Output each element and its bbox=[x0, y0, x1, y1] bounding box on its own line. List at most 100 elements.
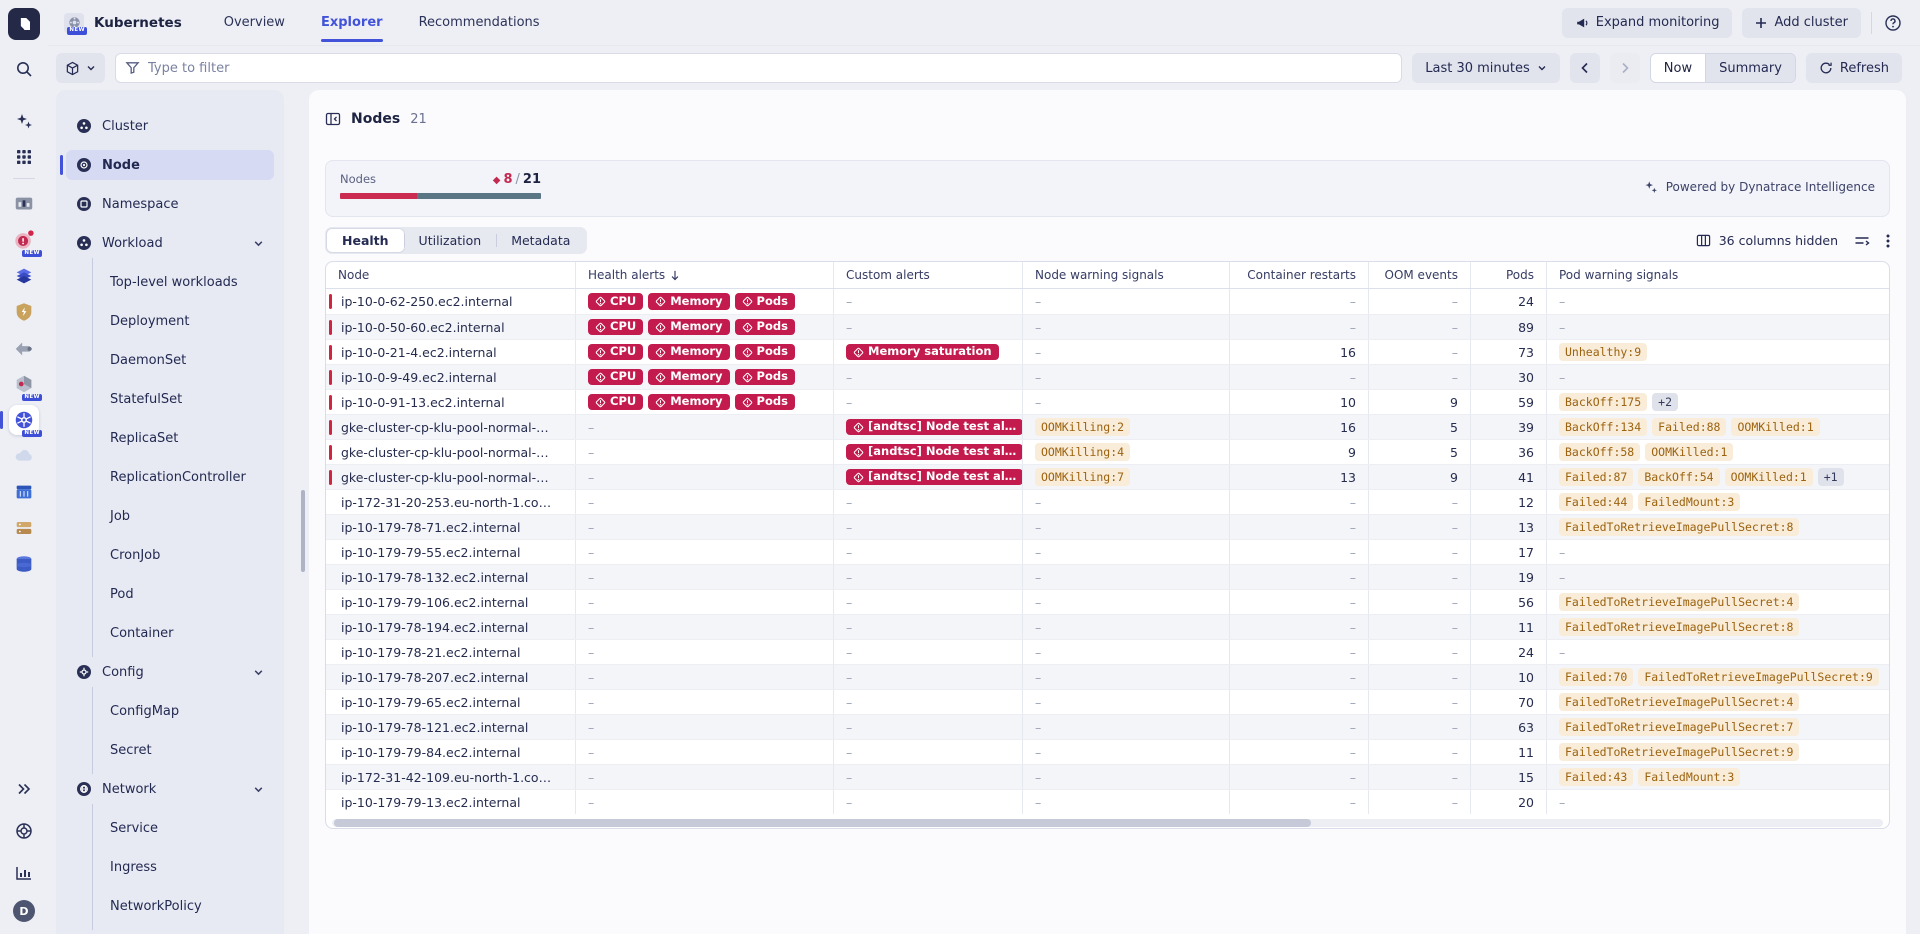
node-cell[interactable]: ip-10-179-79-65.ec2.internal bbox=[326, 690, 575, 714]
pod-warning-badge[interactable]: OOMKilled:1 bbox=[1724, 468, 1813, 486]
pod-warning-badge[interactable]: Unhealthy:9 bbox=[1559, 343, 1648, 361]
scrollbar-thumb[interactable] bbox=[334, 819, 1312, 827]
custom-alert-badge[interactable]: [andtsc] Node test al… bbox=[846, 418, 1022, 436]
search-icon[interactable] bbox=[8, 54, 40, 84]
health-alert-badge[interactable]: Memory bbox=[648, 393, 730, 411]
node-cell[interactable]: ip-10-179-79-106.ec2.internal bbox=[326, 590, 575, 614]
collapse-panel-icon[interactable] bbox=[325, 111, 341, 127]
node-cell[interactable]: ip-10-179-78-132.ec2.internal bbox=[326, 565, 575, 589]
node-cell[interactable]: ip-10-179-79-55.ec2.internal bbox=[326, 540, 575, 564]
app-icon-databases[interactable] bbox=[9, 549, 39, 579]
custom-alert-badge[interactable]: [andtsc] Node test al… bbox=[846, 468, 1022, 486]
node-cell[interactable]: ip-10-179-79-13.ec2.internal bbox=[326, 790, 575, 814]
sidebar-item-cronjob[interactable]: CronJob bbox=[66, 531, 274, 579]
column-header-pod-warning-signals[interactable]: Pod warning signals bbox=[1546, 262, 1889, 288]
sidebar-item-container[interactable]: Container bbox=[66, 609, 274, 657]
pod-warning-badge[interactable]: FailedToRetrieveImagePullSecret:9 bbox=[1559, 743, 1800, 761]
sidebar-item-workload[interactable]: Workload bbox=[66, 228, 274, 258]
column-header-oom-events[interactable]: OOM events bbox=[1368, 262, 1470, 288]
sidebar-item-configmap[interactable]: ConfigMap bbox=[66, 687, 274, 735]
dynatrace-logo[interactable] bbox=[8, 8, 40, 40]
pod-warning-badge[interactable]: Failed:70 bbox=[1559, 668, 1634, 686]
sidebar-item-namespace[interactable]: Namespace bbox=[66, 189, 274, 219]
timeframe-forward-button[interactable] bbox=[1609, 53, 1640, 83]
now-segment[interactable]: Now bbox=[1650, 54, 1706, 82]
app-icon-kubernetes[interactable]: NEW bbox=[0, 405, 42, 437]
table-row[interactable]: ip-10-0-91-13.ec2.internal CPU Memory Pods –… bbox=[326, 389, 1889, 414]
sidebar-item-networkpolicy[interactable]: NetworkPolicy bbox=[66, 882, 274, 930]
table-row[interactable]: ip-10-179-78-207.ec2.internal – – – – –10 Fail… bbox=[326, 664, 1889, 689]
app-icon-infrastructure[interactable] bbox=[9, 513, 39, 543]
custom-alert-badge[interactable]: [andtsc] Node test al… bbox=[846, 443, 1022, 461]
column-header-health-alerts[interactable]: Health alerts bbox=[575, 262, 833, 288]
app-icon-security[interactable] bbox=[9, 297, 39, 327]
sidebar-item-config[interactable]: Config bbox=[66, 657, 274, 687]
node-cell[interactable]: ip-10-179-78-21.ec2.internal bbox=[326, 640, 575, 664]
table-row[interactable]: ip-10-179-79-55.ec2.internal – – – – –17– bbox=[326, 539, 1889, 564]
column-header-container-restarts[interactable]: Container restarts bbox=[1229, 262, 1368, 288]
timeframe-back-button[interactable] bbox=[1569, 53, 1600, 83]
pod-warning-badge[interactable]: FailedMount:3 bbox=[1638, 493, 1741, 511]
pod-warning-badge[interactable]: FailedToRetrieveImagePullSecret:7 bbox=[1559, 718, 1800, 736]
node-cell[interactable]: gke-cluster-cp-klu-pool-normal-… bbox=[326, 415, 575, 439]
app-icon-clusters[interactable] bbox=[9, 261, 39, 291]
sidebar-item-network[interactable]: Network bbox=[66, 774, 274, 804]
app-icon-dashboards[interactable] bbox=[9, 189, 39, 219]
table-row[interactable]: ip-10-0-21-4.ec2.internal CPU Memory Pods Me… bbox=[326, 339, 1889, 364]
sidebar-item-job[interactable]: Job bbox=[66, 492, 274, 540]
pod-warning-badge[interactable]: BackOff:175 bbox=[1559, 393, 1648, 411]
tab-health[interactable]: Health bbox=[327, 229, 404, 252]
node-warning-badge[interactable]: OOMKilling:7 bbox=[1035, 468, 1131, 486]
node-cell[interactable]: ip-10-0-9-49.ec2.internal bbox=[326, 365, 575, 389]
timeframe-selector[interactable]: Last 30 minutes bbox=[1412, 53, 1560, 83]
sidebar-item-service[interactable]: Service bbox=[66, 804, 274, 852]
nodes-summary-card[interactable]: Nodes ◆ 8 / 21 bbox=[325, 160, 1890, 217]
table-row[interactable]: ip-10-0-50-60.ec2.internal CPU Memory Pods –… bbox=[326, 314, 1889, 339]
table-row[interactable]: ip-10-179-79-65.ec2.internal – – – – –70 Faile… bbox=[326, 689, 1889, 714]
row-settings-icon[interactable] bbox=[1854, 233, 1870, 249]
column-header-pods[interactable]: Pods bbox=[1470, 262, 1546, 288]
health-alert-badge[interactable]: Pods bbox=[734, 318, 795, 336]
usage-chart-icon[interactable] bbox=[8, 858, 40, 888]
pod-warning-badge[interactable]: Failed:44 bbox=[1559, 493, 1634, 511]
table-row[interactable]: ip-10-179-79-84.ec2.internal – – – – –11 Faile… bbox=[326, 739, 1889, 764]
health-alert-badge[interactable]: Pods bbox=[734, 368, 795, 386]
node-cell[interactable]: ip-10-179-78-121.ec2.internal bbox=[326, 715, 575, 739]
table-row[interactable]: ip-10-179-78-71.ec2.internal – – – – –13 Faile… bbox=[326, 514, 1889, 539]
table-row[interactable]: ip-10-179-78-21.ec2.internal – – – – –24– bbox=[326, 639, 1889, 664]
sparkles-icon[interactable] bbox=[8, 106, 40, 136]
node-cell[interactable]: ip-10-179-78-207.ec2.internal bbox=[326, 665, 575, 689]
pod-warning-badge[interactable]: Failed:43 bbox=[1559, 768, 1634, 786]
table-row[interactable]: ip-10-179-78-194.ec2.internal – – – – –11 Fail… bbox=[326, 614, 1889, 639]
pod-warning-badge[interactable]: FailedToRetrieveImagePullSecret:4 bbox=[1559, 593, 1800, 611]
kebab-menu-icon[interactable] bbox=[1886, 233, 1890, 249]
app-icon-smartscape[interactable] bbox=[9, 333, 39, 363]
scope-selector[interactable] bbox=[56, 53, 105, 83]
app-icon-containers[interactable] bbox=[9, 477, 39, 507]
node-cell[interactable]: ip-10-0-91-13.ec2.internal bbox=[326, 390, 575, 414]
node-cell[interactable]: ip-10-179-79-84.ec2.internal bbox=[326, 740, 575, 764]
table-row[interactable]: ip-10-0-9-49.ec2.internal CPU Memory Pods – –… bbox=[326, 364, 1889, 389]
topbar-tab-explorer[interactable]: Explorer bbox=[307, 0, 397, 46]
topbar-tab-recommendations[interactable]: Recommendations bbox=[418, 15, 540, 30]
app-icon-topology[interactable]: NEW bbox=[9, 369, 42, 401]
pod-warning-badge[interactable]: FailedToRetrieveImagePullSecret:4 bbox=[1559, 693, 1800, 711]
help-icon[interactable] bbox=[1882, 12, 1904, 34]
expand-monitoring-button[interactable]: Expand monitoring bbox=[1561, 7, 1733, 38]
app-icon-problems[interactable]: NEW bbox=[9, 225, 42, 257]
health-alert-badge[interactable]: CPU bbox=[588, 368, 644, 386]
health-alert-badge[interactable]: Pods bbox=[734, 293, 795, 310]
sidebar-item-cluster[interactable]: Cluster bbox=[66, 111, 274, 141]
node-warning-badge[interactable]: OOMKilling:4 bbox=[1035, 443, 1131, 461]
tab-metadata[interactable]: Metadata bbox=[496, 229, 585, 252]
pod-warning-badge[interactable]: FailedToRetrieveImagePullSecret:8 bbox=[1559, 518, 1800, 536]
custom-alert-badge[interactable]: Memory saturation bbox=[846, 343, 999, 361]
sidebar-item-pod[interactable]: Pod bbox=[66, 570, 274, 618]
health-alert-badge[interactable]: CPU bbox=[588, 293, 644, 310]
health-alert-badge[interactable]: CPU bbox=[588, 318, 644, 336]
node-cell[interactable]: ip-172-31-42-109.eu-north-1.co… bbox=[326, 765, 575, 789]
sidebar-item-node[interactable]: Node bbox=[60, 150, 274, 180]
more-badge[interactable]: +2 bbox=[1652, 393, 1679, 411]
node-cell[interactable]: ip-10-0-21-4.ec2.internal bbox=[326, 340, 575, 364]
pod-warning-badge[interactable]: FailedToRetrieveImagePullSecret:9 bbox=[1638, 668, 1879, 686]
